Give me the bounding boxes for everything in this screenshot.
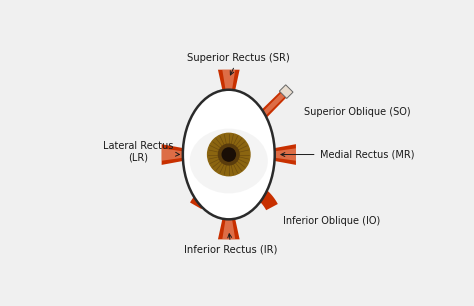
Ellipse shape (183, 90, 275, 219)
Polygon shape (257, 90, 288, 121)
Polygon shape (190, 177, 278, 210)
Polygon shape (279, 85, 293, 99)
Circle shape (222, 148, 236, 161)
Ellipse shape (190, 129, 268, 193)
Polygon shape (162, 144, 183, 165)
Text: Lateral Rectus
(LR): Lateral Rectus (LR) (103, 141, 180, 163)
Text: Medial Rectus (MR): Medial Rectus (MR) (281, 150, 414, 159)
Circle shape (208, 133, 250, 176)
Text: Superior Oblique (SO): Superior Oblique (SO) (304, 107, 411, 117)
Polygon shape (275, 144, 296, 165)
Polygon shape (218, 219, 240, 239)
Polygon shape (222, 219, 235, 239)
Polygon shape (162, 148, 183, 161)
Text: Inferior Rectus (IR): Inferior Rectus (IR) (184, 234, 278, 255)
Text: Inferior Oblique (IO): Inferior Oblique (IO) (283, 215, 380, 226)
Circle shape (219, 144, 239, 165)
Polygon shape (218, 70, 240, 90)
Polygon shape (255, 89, 289, 122)
Text: Superior Rectus (SR): Superior Rectus (SR) (187, 53, 290, 75)
Polygon shape (275, 148, 296, 161)
Polygon shape (222, 70, 235, 90)
